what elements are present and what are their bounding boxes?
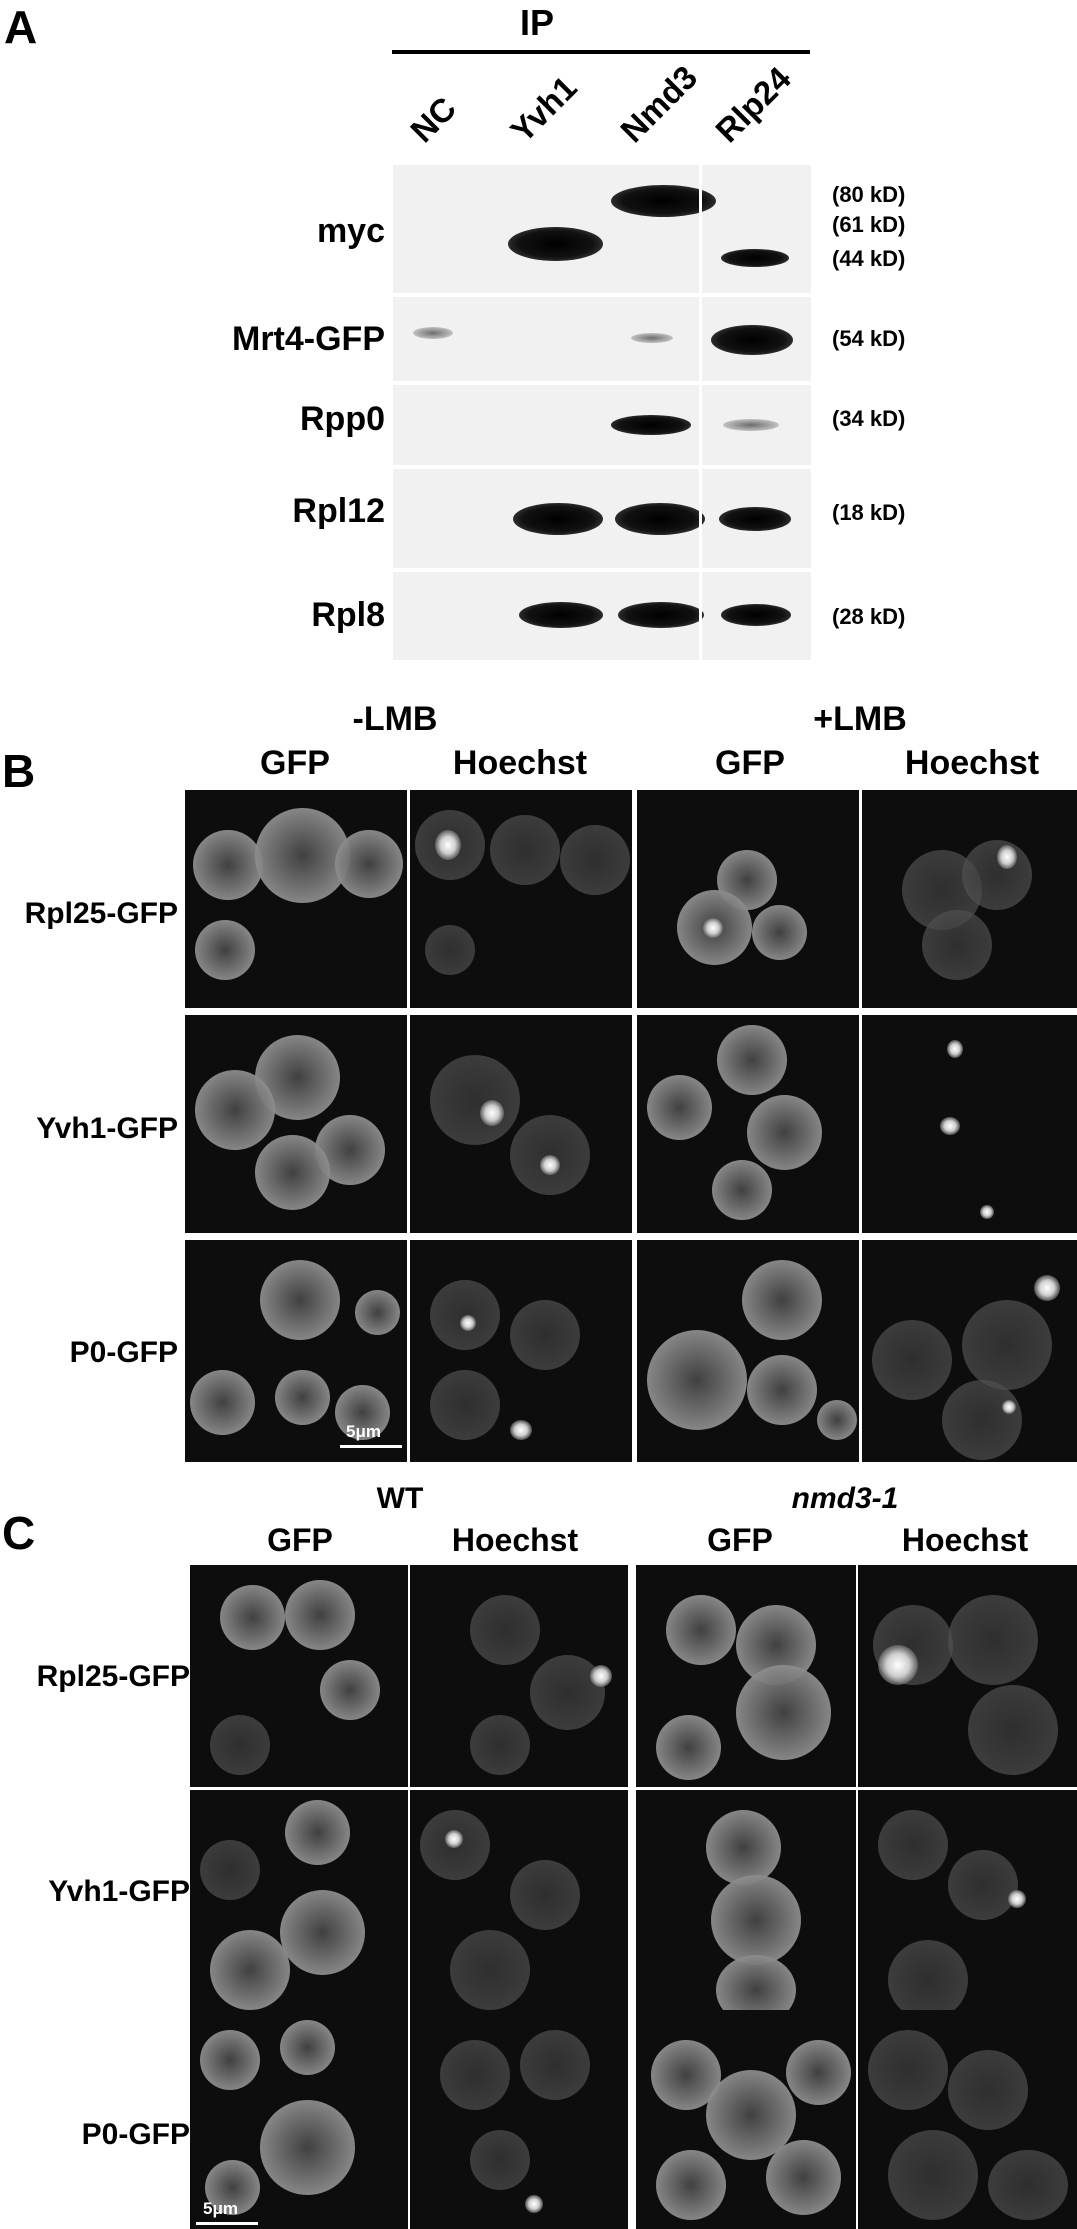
micrograph-b-yvh1-gfp-minus — [185, 1015, 407, 1233]
micrograph-b-yvh1-gfp-plus — [637, 1015, 859, 1233]
row-label-c-p0: P0-GFP — [81, 2118, 190, 2151]
micrograph-b-yvh1-hoechst-minus — [410, 1015, 632, 1233]
blot-label-myc: myc — [316, 212, 385, 250]
band-rpl12-yvh1 — [513, 503, 603, 535]
micrograph-c-yvh1-hoechst-nmd3 — [858, 1790, 1077, 2035]
micrograph-c-rpl25-hoechst-wt — [410, 1565, 628, 1787]
micrograph-c-p0-hoechst-wt — [410, 2010, 628, 2229]
blot-label-rpl8: Rpl8 — [311, 596, 385, 634]
col-head-c-hoechst-2: Hoechst — [901, 1522, 1029, 1558]
condition-plus-lmb: +LMB — [813, 700, 907, 738]
scale-label-c: 5μm — [203, 2199, 238, 2218]
micrograph-c-yvh1-hoechst-wt — [410, 1790, 628, 2035]
micrograph-b-rpl25-gfp-plus — [637, 790, 859, 1008]
band-myc-yvh1 — [508, 227, 603, 261]
col-head-b-gfp-1: GFP — [260, 744, 330, 782]
micrograph-c-p0-gfp-wt — [190, 2010, 408, 2229]
micrograph-b-p0-gfp-plus — [637, 1240, 859, 1462]
micrograph-c-p0-gfp-nmd3 — [636, 2010, 856, 2229]
lane-label-yvh1: Yvh1 — [503, 68, 584, 150]
scale-bar-b — [340, 1445, 402, 1448]
band-rpl12-rlp24 — [719, 507, 791, 531]
lane-label-nmd3: Nmd3 — [613, 58, 705, 150]
kd-mrt4-54: (54 kD) — [832, 326, 906, 351]
micrograph-b-rpl25-gfp-minus — [185, 790, 407, 1008]
blot-strip-rpl12 — [393, 469, 811, 568]
micrograph-c-p0-hoechst-nmd3 — [858, 2010, 1077, 2229]
micrograph-c-rpl25-hoechst-nmd3 — [858, 1565, 1077, 1787]
band-rpl8-nmd3 — [618, 602, 704, 628]
col-head-c-gfp-1: GFP — [267, 1522, 333, 1558]
col-head-b-gfp-2: GFP — [715, 744, 785, 782]
ip-label: IP — [519, 2, 554, 43]
band-mrt4-nmd3 — [631, 333, 673, 343]
blot-lane-separator — [699, 165, 702, 660]
lane-label-nc: NC — [403, 89, 464, 150]
micrograph-b-p0-gfp-minus — [185, 1240, 407, 1462]
band-rpl8-yvh1 — [519, 602, 603, 628]
micrograph-c-yvh1-gfp-nmd3 — [636, 1790, 856, 2035]
kd-myc-44: (44 kD) — [832, 246, 906, 271]
blot-label-mrt4-gfp: Mrt4-GFP — [232, 320, 385, 358]
col-head-c-gfp-2: GFP — [707, 1522, 773, 1558]
col-head-c-hoechst-1: Hoechst — [451, 1522, 579, 1558]
blot-label-rpl12: Rpl12 — [292, 492, 385, 530]
micrograph-b-rpl25-hoechst-minus — [410, 790, 632, 1008]
scale-bar-c — [196, 2222, 258, 2225]
row-label-b-rpl25: Rpl25-GFP — [24, 897, 178, 930]
row-label-c-yvh1: Yvh1-GFP — [48, 1875, 190, 1908]
band-rpp0-rlp24 — [723, 419, 779, 431]
micrograph-b-p0-hoechst-plus — [862, 1240, 1077, 1462]
row-label-b-yvh1: Yvh1-GFP — [36, 1112, 178, 1145]
blot-strip-mrt4-gfp — [393, 297, 811, 381]
micrograph-b-rpl25-hoechst-plus — [862, 790, 1077, 1008]
band-rpl8-rlp24 — [721, 604, 791, 626]
blot-strip-myc — [393, 165, 811, 293]
kd-rpl8-28: (28 kD) — [832, 604, 906, 629]
condition-nmd3-1: nmd3-1 — [791, 1482, 899, 1515]
col-head-b-hoechst-2: Hoechst — [904, 744, 1040, 782]
panel-c-letter: C — [2, 1507, 36, 1559]
ip-bracket-line — [392, 50, 810, 54]
kd-myc-80: (80 kD) — [832, 182, 906, 207]
kd-rpl12-18: (18 kD) — [832, 500, 906, 525]
kd-myc-61: (61 kD) — [832, 212, 906, 237]
lane-label-rlp24: Rlp24 — [708, 59, 798, 150]
condition-minus-lmb: -LMB — [352, 700, 438, 738]
micrograph-b-yvh1-hoechst-plus — [862, 1015, 1077, 1233]
blot-label-rpp0: Rpp0 — [300, 400, 385, 438]
scale-label-b: 5μm — [346, 1422, 381, 1441]
kd-rpp0-34: (34 kD) — [832, 406, 906, 431]
row-label-b-p0: P0-GFP — [69, 1336, 178, 1369]
micrograph-c-yvh1-gfp-wt — [190, 1790, 408, 2035]
panel-a-letter: A — [4, 1, 38, 53]
micrograph-c-rpl25-gfp-nmd3 — [636, 1565, 856, 1787]
band-myc-nmd3 — [611, 185, 716, 217]
micrograph-c-rpl25-gfp-wt — [190, 1565, 408, 1787]
band-mrt4-nc — [413, 327, 453, 339]
condition-wt: WT — [376, 1482, 424, 1515]
band-rpp0-nmd3 — [611, 415, 691, 435]
band-myc-rlp24 — [721, 249, 789, 267]
blot-strip-rpl8 — [393, 572, 811, 660]
band-rpl12-nmd3 — [615, 503, 705, 535]
band-mrt4-rlp24 — [711, 325, 793, 355]
panel-b-letter: B — [2, 745, 36, 797]
col-head-b-hoechst-1: Hoechst — [452, 744, 588, 782]
row-label-c-rpl25: Rpl25-GFP — [36, 1660, 190, 1693]
blot-strip-rpp0 — [393, 385, 811, 465]
micrograph-b-p0-hoechst-minus — [410, 1240, 632, 1462]
